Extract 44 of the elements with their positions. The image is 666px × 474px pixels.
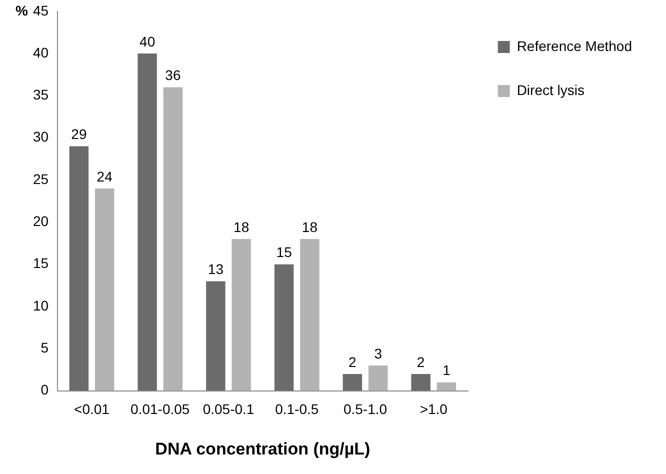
bar xyxy=(206,281,226,391)
y-tick-label: 45 xyxy=(32,2,49,18)
y-tick-label: 0 xyxy=(40,382,49,398)
legend-label: Reference Method xyxy=(516,38,632,54)
bar xyxy=(69,146,89,391)
bar xyxy=(300,239,320,391)
x-tick-label: 0.05-0.1 xyxy=(202,401,254,418)
data-label: 1 xyxy=(442,362,451,378)
x-tick-label: <0.01 xyxy=(74,401,110,418)
data-label: 29 xyxy=(71,126,87,142)
y-axis-title: % xyxy=(16,2,29,18)
y-tick-label: 30 xyxy=(32,128,49,145)
bar xyxy=(436,382,456,391)
data-label: 40 xyxy=(140,33,156,50)
bar xyxy=(368,366,388,391)
y-tick-label: 40 xyxy=(32,44,49,60)
x-tick-label: >1.0 xyxy=(420,401,448,418)
y-tick-label: 25 xyxy=(32,170,49,187)
y-tick-label: 20 xyxy=(32,213,49,230)
x-axis-title: DNA concentration (ng/µL) xyxy=(155,439,370,458)
data-label: 24 xyxy=(96,168,113,184)
data-label: 2 xyxy=(348,354,357,370)
x-tick-label: 0.01-0.05 xyxy=(130,401,190,418)
data-label: 36 xyxy=(165,67,181,84)
data-label: 3 xyxy=(374,345,382,362)
data-label: 15 xyxy=(276,244,292,260)
bar xyxy=(274,264,294,391)
data-label: 2 xyxy=(416,354,425,370)
y-tick-label: 5 xyxy=(40,340,49,356)
x-tick-label: 0.5-1.0 xyxy=(343,401,388,418)
x-tick-label: 0.1-0.5 xyxy=(275,401,319,418)
y-tick-label: 10 xyxy=(32,297,49,314)
bar xyxy=(411,374,430,391)
y-tick-label: 35 xyxy=(32,86,49,103)
data-label: 18 xyxy=(234,218,250,235)
data-label: 18 xyxy=(302,218,318,235)
bar xyxy=(138,54,157,391)
bar xyxy=(232,239,251,391)
bar xyxy=(163,87,183,391)
legend-label: Direct lysis xyxy=(516,82,584,98)
y-tick-label: 15 xyxy=(32,255,49,272)
data-label: 13 xyxy=(208,261,224,278)
bar xyxy=(342,374,362,391)
bar xyxy=(94,188,114,391)
